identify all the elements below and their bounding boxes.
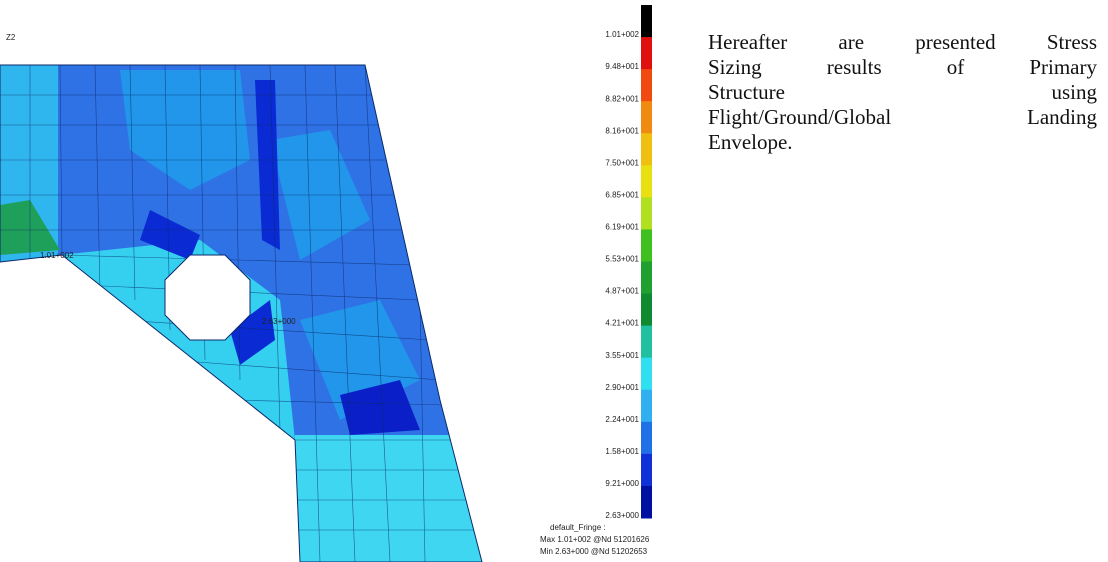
legend-label: 2.90+001 <box>605 383 639 392</box>
legend-label: 9.21+000 <box>605 479 639 488</box>
legend-label: 4.87+001 <box>605 287 639 296</box>
legend-label: 7.50+001 <box>605 158 639 167</box>
legend-label: 3.55+001 <box>605 351 639 360</box>
legend-label: 1.58+001 <box>605 447 639 456</box>
legend-swatch <box>641 37 652 70</box>
paragraph-line: Structure using <box>708 80 1097 105</box>
legend-swatch <box>641 294 652 327</box>
legend-swatch <box>641 5 652 38</box>
legend-swatch <box>641 262 652 295</box>
legend-label: 9.48+001 <box>605 62 639 71</box>
legend-label: 6.19+001 <box>605 223 639 232</box>
paragraph-line: Hereafter are presented Stress <box>708 30 1097 55</box>
legend-swatch <box>641 229 652 262</box>
legend-footer: Max 1.01+002 @Nd 51201626 <box>540 535 650 544</box>
legend-footer: Min 2.63+000 @Nd 51202653 <box>540 547 648 556</box>
legend-label: 6.85+001 <box>605 190 639 199</box>
legend-label: 4.21+001 <box>605 319 639 328</box>
legend-swatch <box>641 358 652 391</box>
hole <box>165 255 250 340</box>
legend-swatch <box>641 197 652 230</box>
legend: 1.01+002 9.48+001 8.82+001 8.16+001 7.50+001… <box>540 5 652 556</box>
legend-label: 1.01+002 <box>605 30 639 39</box>
view-label: Z2 <box>6 33 16 42</box>
legend-swatch <box>641 326 652 359</box>
legend-swatch <box>641 69 652 102</box>
paragraph-line: Sizing results of Primary <box>708 55 1097 80</box>
legend-footer: default_Fringe : <box>550 523 606 532</box>
page: Z2 1.01+002 2.63+000 1.01+002 9.48+001 8.8… <box>0 0 1108 562</box>
min-marker: 2.63+000 <box>262 317 296 326</box>
legend-label: 2.24+001 <box>605 415 639 424</box>
paragraph-line: Flight/Ground/Global Landing <box>708 105 1097 130</box>
legend-swatch <box>641 101 652 134</box>
max-marker: 1.01+002 <box>40 251 74 260</box>
legend-label: 8.82+001 <box>605 94 639 103</box>
legend-label: 8.16+001 <box>605 126 639 135</box>
legend-swatch <box>641 390 652 423</box>
legend-swatch <box>641 454 652 487</box>
legend-swatch <box>641 133 652 166</box>
legend-label: 5.53+001 <box>605 255 639 264</box>
paragraph-line: Envelope. <box>708 130 1097 155</box>
legend-swatch <box>641 165 652 198</box>
legend-label: 2.63+000 <box>605 511 639 520</box>
fringe-plot: Z2 1.01+002 2.63+000 1.01+002 9.48+001 8.8… <box>0 0 700 562</box>
legend-swatch <box>641 422 652 455</box>
legend-swatch <box>641 486 652 519</box>
